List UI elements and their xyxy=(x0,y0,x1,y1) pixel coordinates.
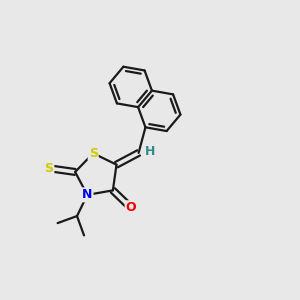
Text: S: S xyxy=(44,162,53,175)
Text: O: O xyxy=(126,201,136,214)
Text: N: N xyxy=(82,188,92,201)
Text: H: H xyxy=(145,145,155,158)
Text: S: S xyxy=(89,147,98,160)
